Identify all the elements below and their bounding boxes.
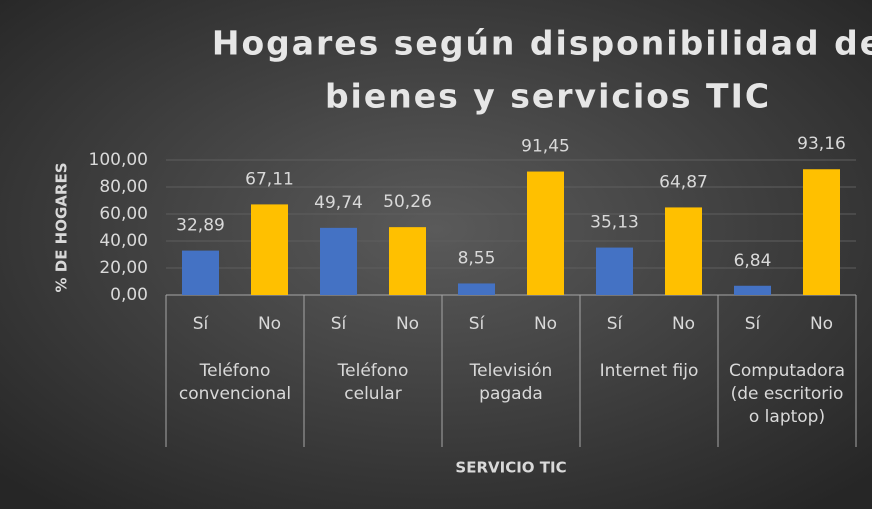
category-label: Teléfono xyxy=(337,361,409,381)
value-label: 50,26 xyxy=(383,192,432,212)
chart-title: Hogares según disponibilidad de xyxy=(212,24,872,63)
sub-category-label: No xyxy=(810,314,833,334)
value-label: 91,45 xyxy=(521,137,570,157)
x-axis-title: SERVICIO TIC xyxy=(455,459,566,477)
sub-category-label: Sí xyxy=(331,314,348,334)
sub-category-label: Sí xyxy=(745,314,762,334)
sub-category-label: No xyxy=(258,314,281,334)
bar xyxy=(389,227,426,295)
value-label: 64,87 xyxy=(659,172,708,192)
category-label: Computadora xyxy=(729,361,845,381)
chart-title: bienes y servicios TIC xyxy=(325,77,771,116)
category-label: (de escritorio xyxy=(731,384,844,404)
bar xyxy=(734,285,771,295)
value-label: 8,55 xyxy=(458,248,496,268)
y-tick-label: 20,00 xyxy=(99,258,148,278)
category-label: convencional xyxy=(179,384,291,404)
category-label: Teléfono xyxy=(199,361,271,381)
value-label: 35,13 xyxy=(590,213,639,233)
value-label: 49,74 xyxy=(314,193,363,213)
sub-category-label: No xyxy=(672,314,695,334)
sub-category-label: Sí xyxy=(469,314,486,334)
sub-category-label: Sí xyxy=(193,314,210,334)
value-label: 67,11 xyxy=(245,169,294,189)
bar xyxy=(665,207,702,295)
y-tick-label: 80,00 xyxy=(99,177,148,197)
category-label: celular xyxy=(344,384,401,404)
y-axis-title: % DE HOGARES xyxy=(53,163,71,293)
y-tick-label: 60,00 xyxy=(99,204,148,224)
bar xyxy=(596,247,633,295)
category-label: Televisión xyxy=(469,361,553,381)
value-label: 93,16 xyxy=(797,134,846,154)
value-label: 32,89 xyxy=(176,216,225,236)
sub-category-label: No xyxy=(534,314,557,334)
y-tick-label: 100,00 xyxy=(89,150,148,170)
sub-category-label: Sí xyxy=(607,314,624,334)
y-tick-label: 0,00 xyxy=(110,285,148,305)
y-tick-label: 40,00 xyxy=(99,231,148,251)
category-label: Internet fijo xyxy=(600,361,699,381)
bar xyxy=(320,227,357,295)
value-label: 6,84 xyxy=(734,251,772,271)
category-label: o laptop) xyxy=(749,407,825,427)
bar xyxy=(251,204,288,295)
bar xyxy=(527,171,564,295)
bar xyxy=(182,250,219,295)
category-label: pagada xyxy=(479,384,543,404)
bar xyxy=(803,169,840,295)
sub-category-label: No xyxy=(396,314,419,334)
bar xyxy=(458,283,495,295)
